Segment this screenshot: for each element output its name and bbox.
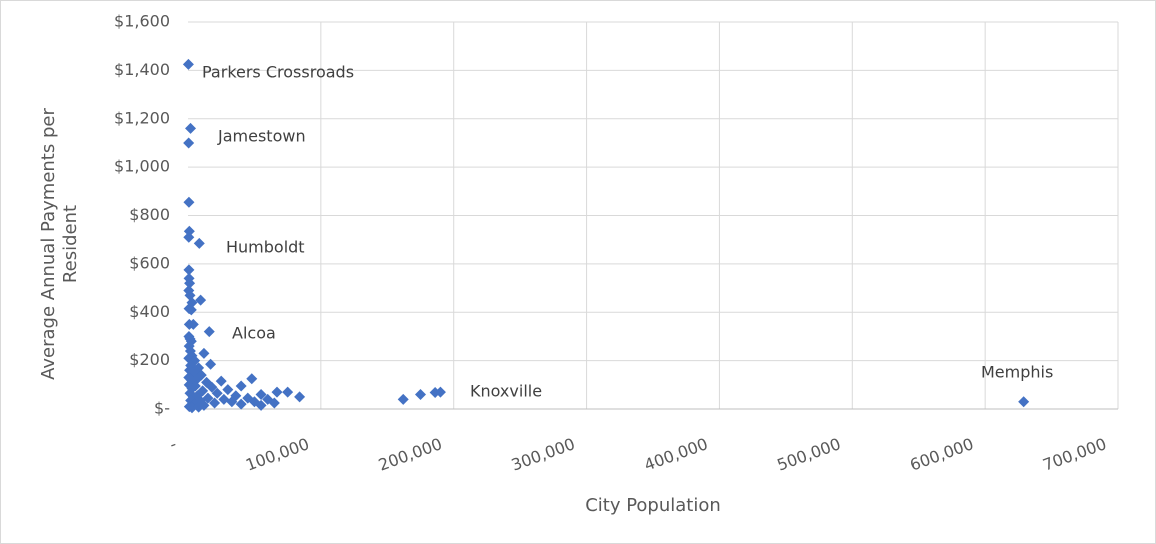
point	[215, 375, 227, 387]
point	[182, 58, 194, 70]
annotation: Jamestown	[217, 127, 306, 146]
point	[185, 122, 197, 134]
y-axis-label: Average Annual Payments per Resident	[38, 108, 81, 380]
point	[271, 386, 283, 398]
point	[255, 388, 267, 400]
y-tick-label: $1,200	[114, 108, 170, 127]
y-tick-label: $1,400	[114, 60, 170, 79]
point	[209, 397, 221, 409]
point	[235, 398, 247, 410]
point	[193, 401, 205, 413]
point	[193, 237, 205, 249]
point	[185, 304, 197, 316]
point	[282, 386, 294, 398]
point	[226, 396, 238, 408]
point	[294, 391, 306, 403]
y-tick-label: $-	[154, 399, 170, 418]
point	[415, 388, 426, 400]
point	[218, 393, 230, 405]
x-tick-label: -	[167, 434, 179, 454]
y-tick-label: $1,000	[114, 157, 170, 176]
x-axis-label: City Population	[585, 495, 721, 516]
point	[198, 347, 210, 359]
point	[222, 384, 234, 396]
annotation: Parkers Crossroads	[202, 63, 354, 82]
point	[183, 196, 195, 208]
point	[255, 399, 267, 411]
point	[202, 392, 214, 404]
point	[183, 231, 195, 243]
point	[187, 318, 199, 330]
y-tick-label: $200	[129, 350, 170, 369]
point	[186, 402, 198, 414]
point	[183, 225, 195, 237]
y-tick-label: $600	[129, 253, 170, 272]
point	[235, 380, 247, 392]
point	[183, 264, 195, 276]
y-tick-label: $400	[129, 302, 170, 321]
point	[211, 387, 223, 399]
point	[397, 393, 409, 405]
y-tick-label: $800	[129, 205, 170, 224]
annotation: Alcoa	[232, 324, 276, 343]
point	[184, 277, 196, 289]
annotation: Knoxville	[470, 382, 542, 401]
point	[434, 386, 446, 398]
annotation: Humboldt	[226, 238, 305, 257]
point	[206, 381, 218, 393]
point	[268, 397, 280, 409]
point	[183, 137, 195, 149]
annotation: Memphis	[981, 363, 1053, 382]
point	[1018, 396, 1030, 408]
point	[203, 326, 215, 338]
point	[205, 358, 217, 370]
point	[195, 294, 207, 306]
y-tick-label: $1,600	[114, 12, 170, 31]
point	[246, 373, 258, 385]
